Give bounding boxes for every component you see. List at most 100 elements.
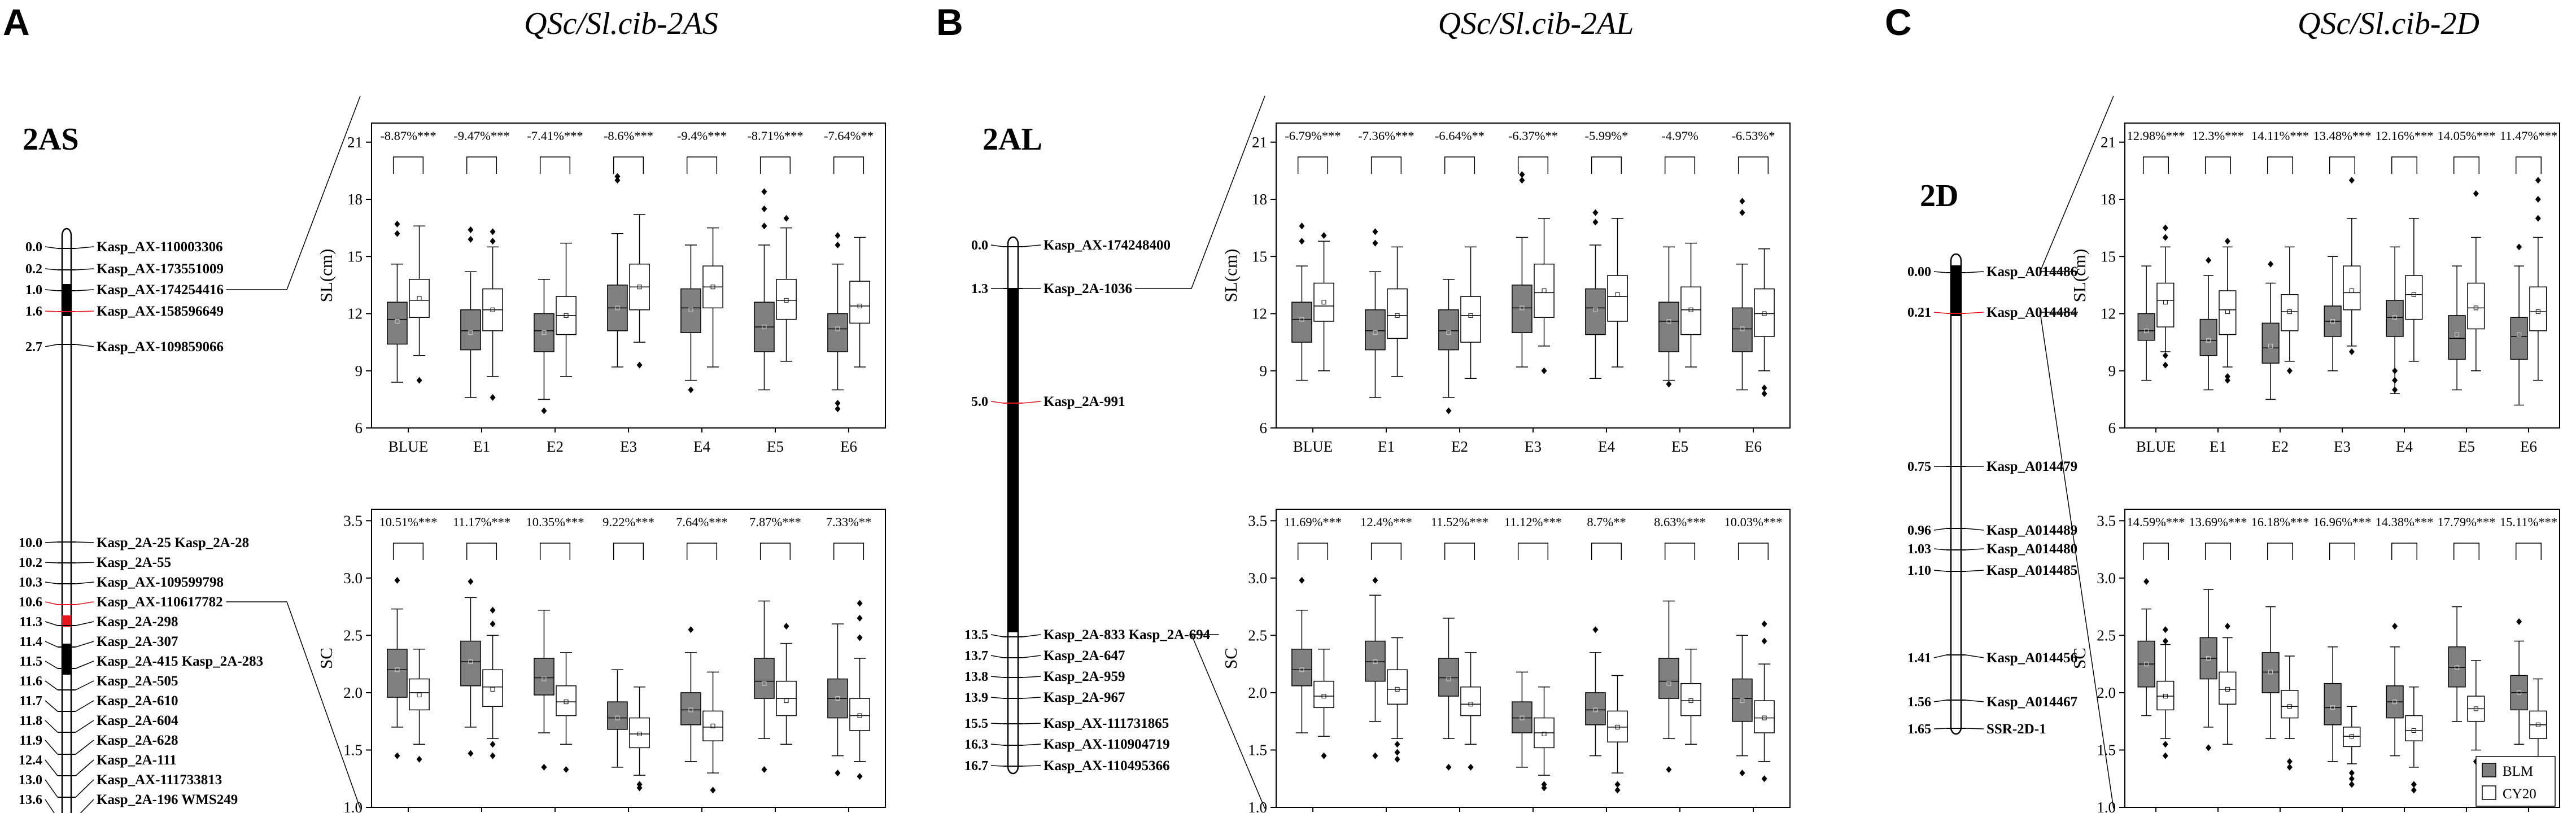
marker-leader (75, 779, 94, 798)
outlier-point (2286, 367, 2293, 374)
marker-leader (75, 582, 94, 584)
significance-bracket (539, 543, 571, 560)
y-tick-label: 3.5 (343, 512, 363, 529)
y-axis-label: SL(cm) (2069, 249, 2089, 303)
box-cy20 (1607, 710, 1628, 742)
outlier-point (857, 634, 863, 641)
mean-marker (1299, 667, 1304, 672)
outlier-point (783, 215, 789, 222)
outlier-point (1666, 766, 1672, 773)
outlier-point (636, 781, 643, 788)
marker-name: Kasp_A014480 (1986, 541, 2077, 557)
marker-leader (75, 344, 94, 347)
x-tick-label: E2 (547, 438, 564, 455)
marker-leader (990, 744, 1004, 746)
mean-marker (2225, 309, 2230, 314)
y-tick-label: 12 (1252, 305, 1267, 322)
mean-marker (1520, 305, 1525, 311)
difference-label: -6.53%* (1732, 129, 1775, 143)
mean-marker (615, 715, 620, 720)
box-blm (1365, 640, 1386, 682)
difference-label: 11.47%*** (2500, 129, 2557, 143)
mean-marker (1395, 687, 1400, 692)
box-blm (1291, 649, 1312, 687)
outlier-point (468, 235, 474, 243)
x-tick-label: E4 (1598, 438, 1615, 455)
mean-marker (2225, 687, 2230, 692)
outlier-point (394, 220, 400, 228)
plot-frame (371, 123, 886, 429)
significance-bracket (613, 543, 644, 560)
marker-leader (75, 661, 94, 669)
marker-leader (1022, 744, 1041, 746)
mean-marker (710, 285, 715, 290)
y-tick-label: 3.5 (2097, 512, 2116, 529)
marker-leader (45, 621, 58, 626)
outlier-point (1299, 238, 1305, 245)
box-cy20 (2156, 282, 2175, 327)
x-tick-label: E5 (2458, 438, 2475, 455)
outlier-point (468, 226, 474, 233)
mean-marker (857, 304, 862, 308)
outlier-point (2411, 781, 2417, 788)
marker-position: 2.7 (25, 340, 42, 355)
marker-name: Kasp_2A-307 (97, 634, 178, 649)
outlier-point (2348, 177, 2355, 184)
mean-marker (2268, 343, 2273, 348)
outlier-point (2392, 367, 2398, 374)
box-cy20 (702, 710, 723, 741)
y-tick-label: 21 (2101, 134, 2116, 151)
marker-leader (45, 779, 58, 798)
outlier-point (490, 620, 496, 628)
outlier-point (1446, 763, 1452, 771)
significance-bracket (2515, 156, 2542, 174)
marker-leader (1933, 528, 1947, 531)
mean-marker (615, 305, 620, 311)
outlier-point (416, 377, 422, 384)
x-tick-label: BLUE (1293, 438, 1333, 455)
x-tick-label: E5 (1671, 438, 1688, 455)
chromosome-segment (62, 284, 71, 316)
significance-bracket (1591, 156, 1622, 174)
x-tick-label: E4 (2396, 438, 2413, 455)
marker-leader (990, 655, 1004, 658)
outlier-point (2348, 775, 2355, 783)
y-tick-label: 18 (347, 191, 363, 208)
box-cy20 (2529, 286, 2547, 331)
outlier-point (2535, 177, 2541, 184)
x-tick-label: BLUE (2136, 438, 2176, 455)
mean-marker (2206, 338, 2211, 343)
significance-bracket (613, 156, 644, 174)
marker-leader (1022, 676, 1041, 678)
difference-label: 7.87%*** (749, 515, 801, 529)
outlier-point (710, 786, 716, 794)
significance-bracket (2453, 543, 2480, 560)
mean-marker (2535, 309, 2540, 314)
outlier-point (1614, 781, 1621, 788)
significance-bracket (2391, 543, 2418, 560)
outlier-point (2348, 781, 2355, 788)
box-blm (754, 658, 775, 699)
mean-marker (542, 330, 547, 335)
marker-leader (45, 641, 58, 648)
marker-leader (75, 311, 94, 312)
marker-leader (1965, 728, 1984, 729)
marker-leader (1965, 548, 1984, 550)
mean-marker (1321, 694, 1326, 699)
outlier-point (1299, 222, 1305, 230)
difference-label: 12.4%*** (1360, 515, 1412, 529)
mean-marker (1666, 319, 1671, 324)
plot-frame (1276, 509, 1791, 808)
marker-leader (45, 740, 58, 755)
outlier-point (857, 614, 863, 622)
outlier-point (2162, 352, 2168, 359)
marker-name: Kasp_2A-610 (97, 693, 178, 709)
mean-marker (637, 285, 642, 290)
marker-leader (990, 401, 1004, 404)
box-cy20 (482, 669, 503, 707)
significance-bracket (686, 156, 718, 174)
marker-position: 1.03 (1907, 542, 1931, 557)
outlier-point (2411, 786, 2417, 794)
box-blm (827, 313, 848, 352)
